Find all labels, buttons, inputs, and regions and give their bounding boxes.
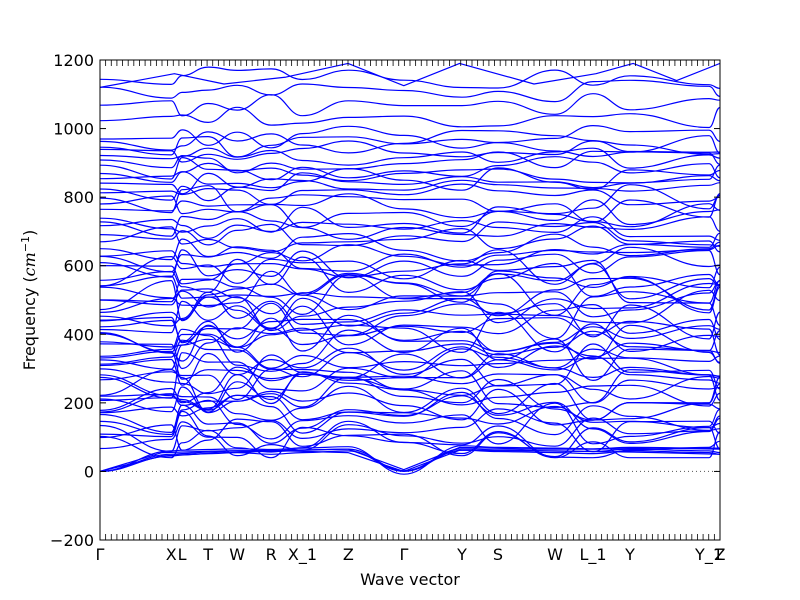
band-line [100,348,720,395]
band-line [100,79,720,103]
band-line [100,408,720,453]
band-line [100,376,720,421]
band-line [100,327,720,372]
x-tick-label: Y_1 [694,545,723,565]
x-tick-label: L [178,545,187,564]
band-line [100,343,720,390]
band-line [100,156,720,181]
band-line [100,317,720,356]
y-tick-label: 1000 [53,120,94,139]
band-line-top_band [100,62,720,88]
y-tick-label: 800 [63,188,94,207]
y-tick-label: 1200 [53,51,94,70]
band-line [100,282,720,332]
band-line [100,221,720,247]
band-line [100,302,720,344]
band-line [100,300,720,346]
x-tick-label: X_1 [288,545,317,565]
band-line [100,129,720,154]
x-tick-label: Y [456,545,467,564]
x-tick-label: Γ [96,545,105,564]
plot-area [100,62,720,475]
band-line [100,338,720,378]
band-line [100,162,720,184]
band-line [100,352,720,399]
band-line [100,172,720,195]
x-tick-label: W [229,545,245,564]
x-axis-label: Wave vector [360,570,460,589]
y-tick-label: 200 [63,394,94,413]
band-line [100,199,720,228]
band-line [100,244,720,273]
band-line [100,178,720,202]
y-tick-label: 400 [63,325,94,344]
x-tick-label: W [547,545,563,564]
band-line [100,289,720,327]
x-tick-label: L_1 [579,545,606,565]
band-line [100,395,720,445]
band-line [100,93,720,117]
band-line [100,263,720,307]
x-tick-label: T [202,545,213,564]
band-line [100,418,720,458]
band-line [100,410,720,457]
band-line [100,232,720,262]
x-tick-label: R [266,545,277,564]
y-tick-label: 0 [84,462,94,481]
band-line [100,394,720,434]
band-line [100,150,720,174]
y-axis-label: Frequency (cm−1) [19,230,40,371]
x-tick-label: Z [343,545,354,564]
band-line [100,135,720,158]
band-line [100,420,720,459]
band-line [100,338,720,382]
x-tick-label: Y [624,545,635,564]
band-line [100,368,720,413]
band-line [100,279,720,322]
band-line [100,167,720,191]
band-line [100,255,720,304]
band-line [100,193,720,223]
x-tick-label: S [493,545,503,564]
y-tick-label: −200 [50,531,94,550]
y-tick-label: 600 [63,257,94,276]
band-line [100,140,720,163]
band-line-acoustic_2 [100,446,720,472]
band-line [100,240,720,268]
band-line [100,203,720,234]
band-line [100,256,720,298]
band-line [100,124,720,149]
x-tick-label: X [166,545,177,564]
band-line [100,147,720,169]
band-line [100,445,720,475]
band-line [100,210,720,240]
band-line [100,249,720,279]
band-line-acoustic_1 [100,449,720,472]
x-tick-label: Γ [400,545,409,564]
band-line [100,106,720,129]
x-tick-label: Z [715,545,726,564]
band-line [100,366,720,404]
